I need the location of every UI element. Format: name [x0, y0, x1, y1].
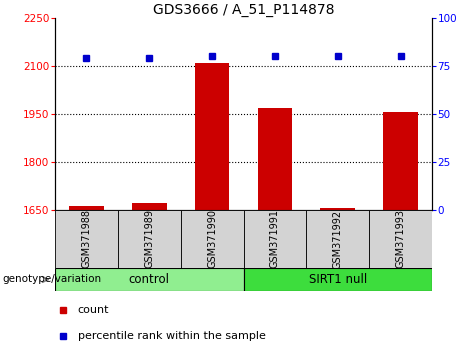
Bar	[118, 210, 181, 268]
Bar	[369, 210, 432, 268]
Bar	[55, 210, 118, 268]
Bar	[320, 208, 355, 210]
Bar	[243, 268, 432, 291]
Bar	[243, 210, 306, 268]
Title: GDS3666 / A_51_P114878: GDS3666 / A_51_P114878	[153, 3, 334, 17]
Bar	[181, 210, 243, 268]
Text: count: count	[77, 305, 109, 315]
Bar	[383, 112, 418, 210]
Text: GSM371991: GSM371991	[270, 210, 280, 268]
Text: GSM371989: GSM371989	[144, 210, 154, 268]
Bar	[195, 63, 230, 210]
Bar	[69, 206, 104, 210]
Bar	[306, 210, 369, 268]
Bar	[55, 268, 243, 291]
Bar	[132, 203, 166, 210]
Text: genotype/variation: genotype/variation	[2, 274, 101, 285]
Bar	[258, 108, 292, 210]
Text: GSM371988: GSM371988	[82, 210, 91, 268]
Text: GSM371990: GSM371990	[207, 210, 217, 268]
Text: percentile rank within the sample: percentile rank within the sample	[77, 331, 266, 341]
Text: SIRT1 null: SIRT1 null	[308, 273, 367, 286]
Text: GSM371993: GSM371993	[396, 210, 406, 268]
Text: GSM371992: GSM371992	[333, 210, 343, 269]
Text: control: control	[129, 273, 170, 286]
